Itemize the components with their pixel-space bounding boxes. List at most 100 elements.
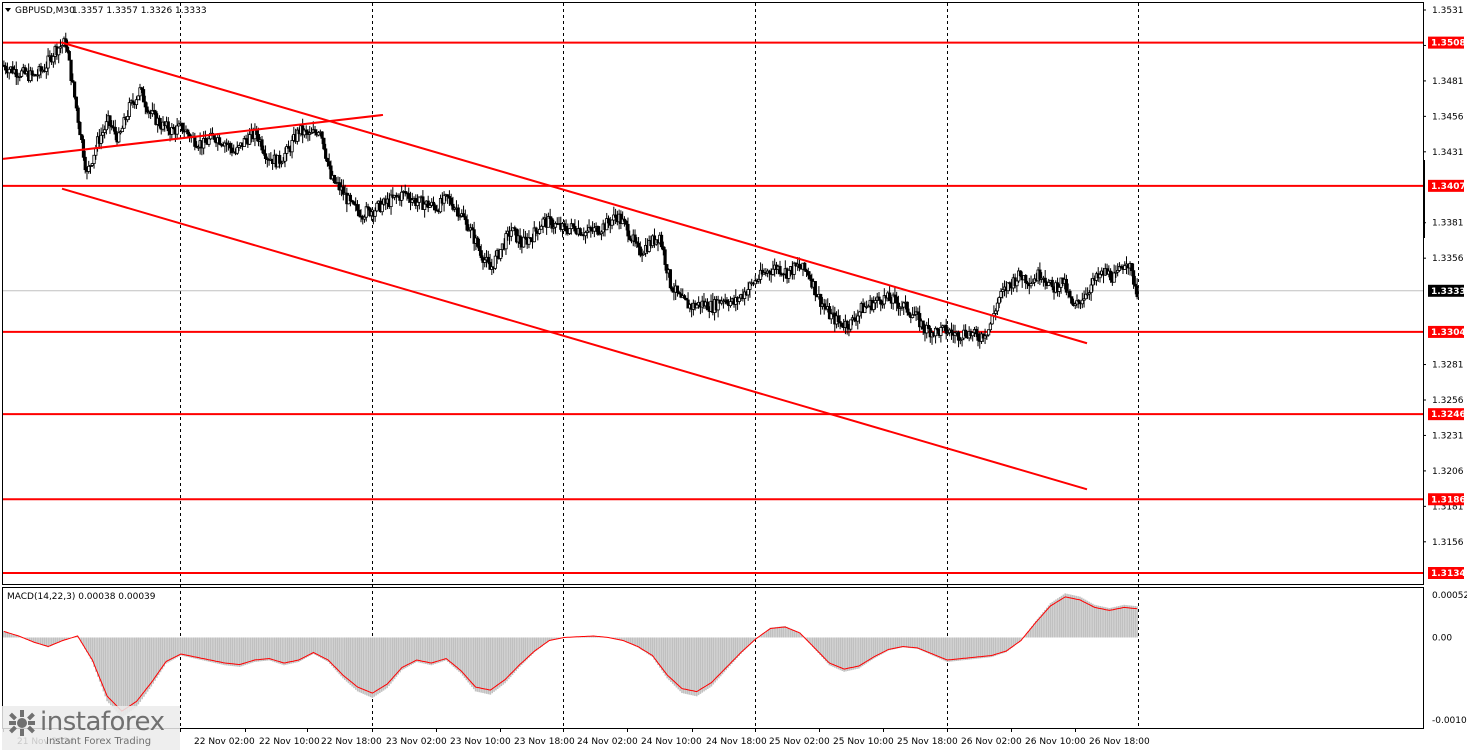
candle-body (721, 300, 726, 303)
candle-body (1116, 269, 1120, 273)
price-tick-label: 1.3456 (1432, 112, 1464, 122)
time-tick-label: 25 Nov 02:00 (769, 737, 830, 747)
candle-body (380, 203, 384, 213)
candle-body (803, 262, 807, 271)
candle-body (332, 175, 337, 184)
candle-body (76, 107, 80, 123)
price-axis-labels: 1.35311.35061.34811.34561.34311.33811.33… (1423, 6, 1464, 548)
macd-tick-label: 0.00052 (1432, 591, 1467, 601)
macd-label: MACD(14,22,3) 0.00038 0.00039 (7, 592, 156, 602)
candle-body (1086, 293, 1090, 296)
candle-body (134, 99, 139, 106)
trend-lines[interactable] (2, 41, 1088, 491)
candle-body (1024, 275, 1028, 284)
candle-body (665, 264, 669, 274)
candle-body (675, 285, 680, 293)
candle-body (787, 269, 791, 279)
candle-body (983, 335, 987, 339)
trend-line-upper-channel[interactable] (61, 41, 1088, 345)
symbol-dropdown-icon[interactable] (5, 8, 11, 12)
candle-body (893, 294, 897, 298)
candle-body (990, 315, 994, 325)
candle-body (808, 274, 812, 280)
candle-body (987, 329, 991, 336)
candle-body (499, 249, 503, 259)
candle-body (949, 329, 954, 334)
candle-body (695, 304, 699, 309)
candle-body (513, 227, 517, 230)
candle-body (417, 196, 421, 203)
candle-body (753, 280, 757, 285)
candle-body (357, 209, 361, 217)
price-tick-label: 1.3531 (1432, 6, 1464, 16)
candle-body (175, 125, 179, 135)
candle-body (677, 292, 681, 295)
candle-body (60, 44, 64, 48)
time-tick-label: 26 Nov 10:00 (1025, 737, 1086, 747)
candle-body (74, 96, 78, 109)
level-price-tag (1428, 36, 1464, 49)
candle-body (196, 146, 200, 149)
macd-axis-labels: 0.00052 0.00 -0.00101 (1432, 591, 1467, 726)
candle-body (80, 134, 84, 140)
candle-body (476, 237, 480, 247)
candle-body (30, 70, 34, 76)
candle-body (638, 246, 642, 256)
candle-body (322, 137, 326, 150)
trend-line-flag-line[interactable] (2, 113, 384, 160)
candle-body (260, 139, 264, 151)
candle-body (1119, 266, 1123, 269)
time-tick-label: 25 Nov 18:00 (897, 737, 958, 747)
candle-body (958, 339, 962, 342)
candle-body (1006, 282, 1010, 292)
price-tick-label: 1.3256 (1432, 396, 1464, 406)
current-price-tag-label: 1.3333 (1431, 287, 1466, 297)
candle-body (438, 198, 443, 213)
candle-body (534, 227, 538, 232)
horizontal-levels (3, 41, 1423, 574)
candle-body (428, 204, 432, 208)
candle-body (896, 302, 901, 309)
candle-body (170, 127, 174, 135)
candle-body (1130, 263, 1134, 272)
candle-body (7, 68, 11, 74)
candle-body (283, 152, 287, 162)
candle-body (207, 138, 211, 145)
candle-body (290, 140, 294, 153)
candle-body (83, 156, 87, 171)
price-tick-label: 1.3181 (1432, 502, 1464, 512)
candle-body (1001, 289, 1005, 292)
candle-body (18, 75, 22, 78)
candle-body (1025, 282, 1030, 285)
price-tick-label: 1.3281 (1432, 361, 1464, 371)
candle-body (926, 324, 931, 329)
price-tick-label: 1.3431 (1432, 148, 1464, 158)
candle-body (458, 215, 462, 218)
trend-line-lower-channel[interactable] (61, 187, 1088, 491)
candle-body (857, 311, 862, 317)
candle-body (71, 80, 75, 83)
time-tick-label: 22 Nov 02:00 (194, 737, 255, 747)
candle-body (131, 100, 135, 104)
candle-body (583, 232, 588, 237)
candle-body (529, 237, 533, 240)
candle-body (1038, 269, 1042, 280)
watermark-name: instaforex (40, 707, 165, 737)
candle-body (895, 296, 899, 304)
candle-body (145, 106, 149, 113)
candle-body (879, 299, 883, 305)
candle-body (642, 252, 646, 256)
time-tick-label: 26 Nov 18:00 (1089, 737, 1150, 747)
candle-body (994, 310, 998, 314)
candle-body (509, 230, 513, 237)
candle-body (956, 331, 961, 341)
candle-body (568, 228, 572, 234)
candle-body (4, 65, 8, 71)
candle-body (209, 132, 213, 140)
candle-body (141, 89, 146, 103)
candle-body (856, 315, 860, 322)
candle-body (127, 102, 132, 117)
candle-body (202, 138, 206, 149)
candle-body (426, 200, 430, 208)
